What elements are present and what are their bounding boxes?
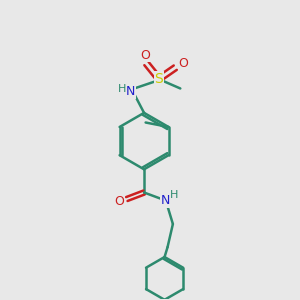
Text: O: O [140,49,150,62]
Text: H: H [170,190,178,200]
Text: H: H [118,84,126,94]
Text: S: S [154,72,163,86]
Text: O: O [114,195,124,208]
Text: N: N [126,85,135,98]
Text: N: N [161,194,170,207]
Text: O: O [178,57,188,70]
